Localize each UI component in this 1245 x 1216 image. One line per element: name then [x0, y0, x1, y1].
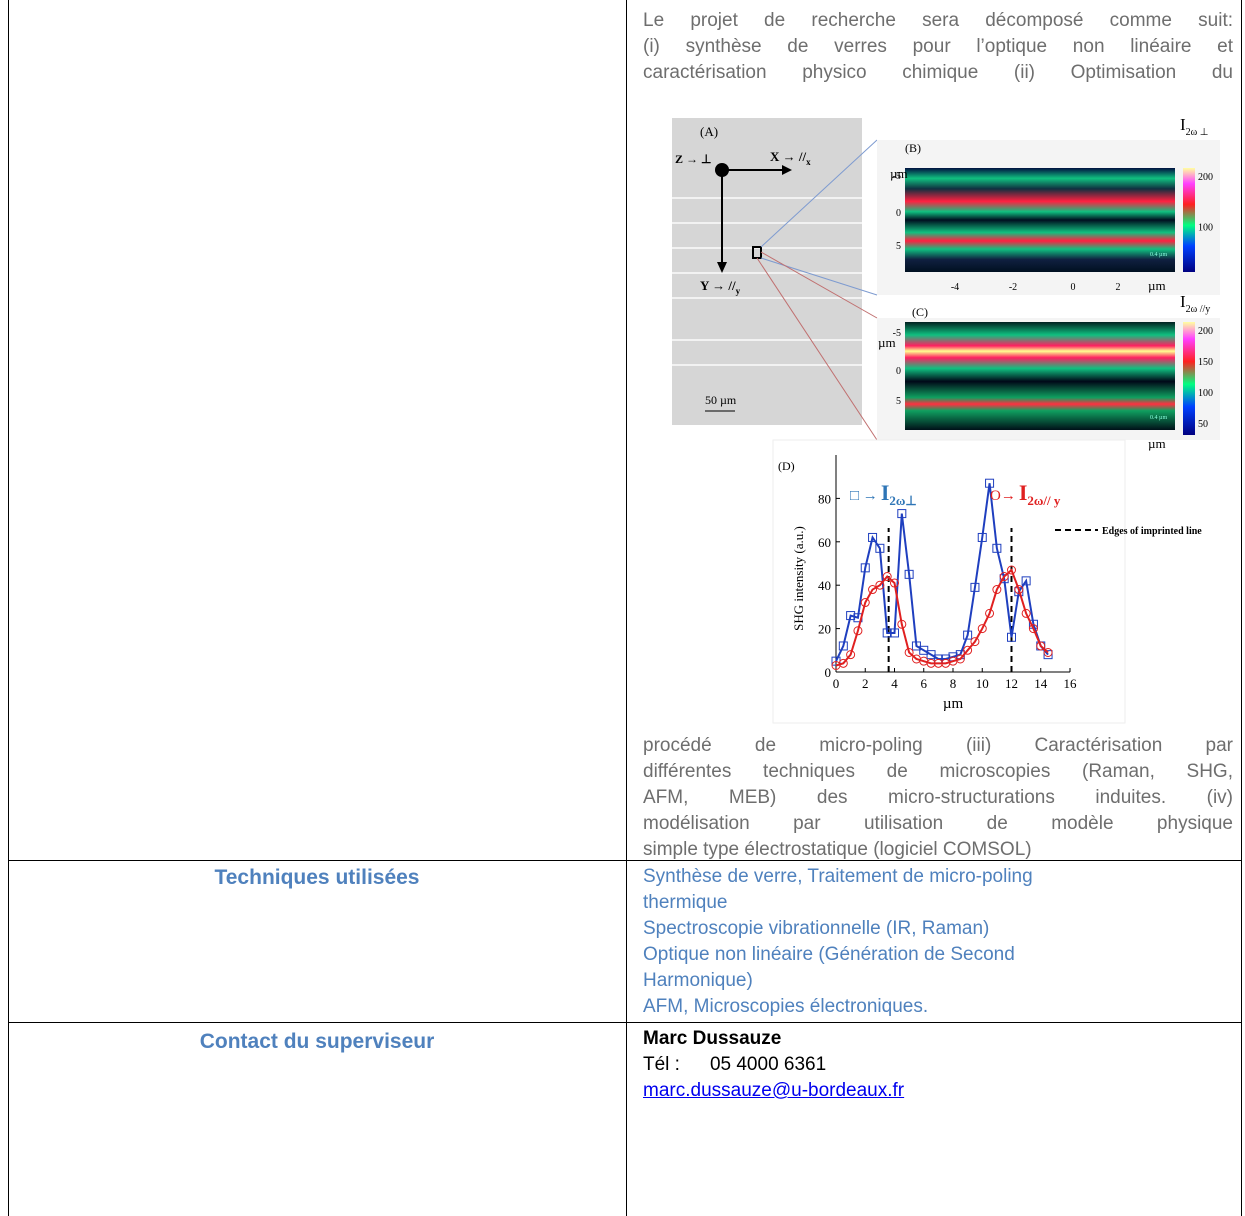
colorbar-tick: 100 [1198, 222, 1213, 233]
paragraph-line: AFM, MEB) des micro-structurations indui… [643, 785, 1233, 811]
phone-label: Tél : [643, 1054, 680, 1075]
x-tick-label: 0 [1071, 282, 1076, 293]
legend-sub: 2ω// y [1027, 493, 1060, 508]
axis-main: X → // [770, 149, 807, 164]
legend-main: I [881, 480, 890, 505]
paragraph-line: caractérisation physico chimique (ii) Op… [643, 60, 1233, 86]
scale-label: 0.4 µm [1150, 415, 1167, 421]
x-tick-label: 6 [921, 676, 928, 691]
y-tick-label: 5 [896, 396, 901, 407]
x-axis-label: µm [943, 696, 964, 712]
axis-unit: µm [1148, 278, 1166, 293]
colorbar-title: I2ω ⊥ [1180, 115, 1208, 138]
y-tick-label: 0 [896, 208, 901, 219]
contact-email: marc.dussauze@u-bordeaux.fr [643, 1078, 1233, 1104]
x-tick-label: 8 [950, 676, 957, 691]
phone: 05 4000 6361 [710, 1054, 826, 1075]
colorbar-tick: 200 [1198, 326, 1213, 337]
axis-main: Y → // [700, 278, 736, 293]
x-tick-label: 14 [1034, 676, 1048, 691]
x-tick-label: 4 [891, 676, 898, 691]
y-tick-label: 0 [896, 366, 901, 377]
colorbar-title-sub: 2ω //y [1186, 304, 1211, 315]
y-tick-label: -5 [893, 328, 901, 339]
y-tick-label: 80 [818, 491, 831, 506]
x-tick-label: 0 [833, 676, 840, 691]
contact-name: Marc Dussauze [643, 1026, 1233, 1052]
paragraph-line: procédé de micro-poling (iii) Caractéris… [643, 733, 1233, 759]
legend-label: Edges of imprinted line [1102, 526, 1202, 537]
y-tick-label: 5 [896, 241, 901, 252]
axis-unit: µm [1148, 436, 1166, 451]
paragraph-line: modélisation par utilisation de modèle p… [643, 811, 1233, 837]
technique-line: Optique non linéaire (Génération de Seco… [643, 942, 1233, 968]
panel-label: (C) [912, 305, 928, 319]
legend-sub: 2ω⊥ [889, 493, 916, 508]
colorbar-tick: 100 [1198, 388, 1213, 399]
legend-main: I [1019, 480, 1028, 505]
x-tick-label: 2 [862, 676, 869, 691]
y-tick-label: 60 [818, 535, 831, 550]
colorbar-title: I2ω //y [1180, 292, 1210, 315]
y-tick-label: 40 [818, 578, 831, 593]
table-border [1241, 0, 1242, 1216]
paragraph-line: Le projet de recherche sera décomposé co… [643, 8, 1233, 34]
legend-symbol: □ → [850, 488, 878, 504]
panel-label: (B) [905, 141, 921, 155]
panel-label: (A) [700, 124, 718, 139]
technique-line: Spectroscopie vibrationnelle (IR, Raman) [643, 916, 1233, 942]
y-tick-label: -5 [893, 171, 901, 182]
scale-label: 50 µm [705, 393, 737, 407]
color-bar [1183, 322, 1195, 435]
technique-line: AFM, Microscopies électroniques. [643, 994, 1233, 1020]
color-bar [1183, 168, 1195, 272]
paragraph-line: (i) synthèse de verres pour l’optique no… [643, 34, 1233, 60]
colorbar-tick: 200 [1198, 172, 1213, 183]
row-label: Techniques utilisées [8, 866, 626, 890]
figure: (A) Z → ⊥ X → //x Y → //y 50 µm (B)µm-50… [660, 100, 1240, 730]
x-tick-label: -2 [1009, 282, 1017, 293]
paragraph-line: différentes techniques de microscopies (… [643, 759, 1233, 785]
colorbar-title-sub: 2ω ⊥ [1186, 127, 1209, 138]
page: Le projet de recherche sera décomposé co… [0, 0, 1245, 1216]
legend-symbol: O→ [990, 488, 1016, 504]
axis-sub: y [736, 286, 741, 296]
technique-line: Harmonique) [643, 968, 1233, 994]
x-tick-label: 2 [1116, 282, 1121, 293]
colorbar-tick: 50 [1198, 419, 1208, 430]
technique-line: thermique [643, 890, 1233, 916]
y-tick-label: 0 [825, 665, 832, 680]
table-border [626, 0, 627, 1216]
contact-phone: Tél : 05 4000 6361 [643, 1052, 1233, 1078]
shg-map [905, 322, 1175, 430]
x-tick-label: 10 [976, 676, 989, 691]
email-link[interactable]: marc.dussauze@u-bordeaux.fr [643, 1080, 904, 1101]
technique-line: Synthèse de verre, Traitement de micro-p… [643, 864, 1233, 890]
table-border [8, 1022, 1242, 1023]
scale-label: 0.4 µm [1150, 252, 1167, 258]
shg-map [905, 168, 1175, 272]
x-tick-label: 16 [1064, 676, 1078, 691]
panel-label: (D) [778, 459, 795, 473]
axis-sub: x [806, 157, 811, 167]
y-tick-label: 20 [818, 622, 831, 637]
axis-name: Z → ⊥ [675, 152, 711, 166]
x-tick-label: 12 [1005, 676, 1018, 691]
colorbar-tick: 150 [1198, 357, 1213, 368]
paragraph-line: simple type électrostatique (logiciel CO… [643, 837, 1233, 863]
x-tick-label: -4 [951, 282, 959, 293]
row-label: Contact du superviseur [8, 1030, 626, 1054]
y-axis-label: SHG intensity (a.u.) [791, 526, 806, 631]
